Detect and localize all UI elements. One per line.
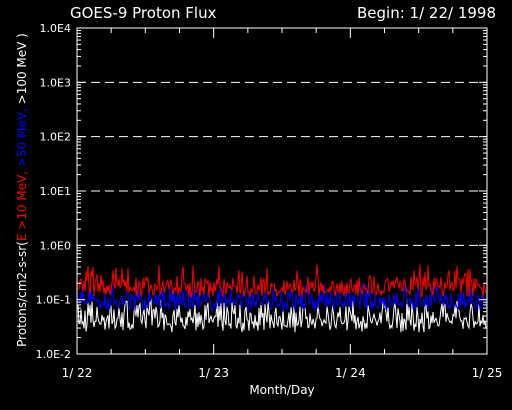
y-axis-label: Protons/cm2-s-sr(E >10 MeV, >50 MeV, >10… (15, 33, 29, 347)
y-axis-label-part: >50 MeV, (15, 104, 29, 167)
y-tick-label: 1.0E0 (40, 239, 71, 252)
x-axis-label: Month/Day (249, 383, 314, 397)
begin-date-label: Begin: 1/ 22/ 1998 (357, 4, 496, 22)
grid-lines (77, 81, 487, 246)
series-line (77, 264, 487, 299)
y-tick-label: 1.0E2 (40, 131, 71, 144)
y-axis-label-part: >100 MeV ) (15, 33, 29, 104)
y-tick-labels: 1.0E-2 1.0E-1 1.0E0 1.0E1 1.0E2 1.0E3 1.0E4 (36, 22, 71, 361)
y-tick-label: 1.0E3 (40, 76, 71, 89)
x-tick-label: 1/ 22 (62, 366, 93, 380)
x-tick-labels: 1/ 22 1/ 23 1/ 24 1/ 25 (62, 366, 503, 380)
x-tick-label: 1/ 25 (472, 366, 503, 380)
x-tick-label: 1/ 24 (335, 366, 366, 380)
y-tick-label: 1.0E-2 (36, 348, 71, 361)
y-axis-label-part: Protons/cm2-s-sr( (15, 241, 29, 347)
y-tick-label: 1.0E4 (40, 22, 71, 35)
series-line (77, 298, 487, 333)
x-tick-label: 1/ 23 (198, 366, 229, 380)
axis-ticks (76, 27, 488, 355)
series-traces (77, 264, 487, 333)
chart-title: GOES-9 Proton Flux (70, 4, 217, 22)
y-axis-label-part: E >10 MeV, (15, 167, 29, 241)
y-tick-label: 1.0E-1 (36, 294, 71, 307)
y-tick-label: 1.0E1 (40, 185, 71, 198)
